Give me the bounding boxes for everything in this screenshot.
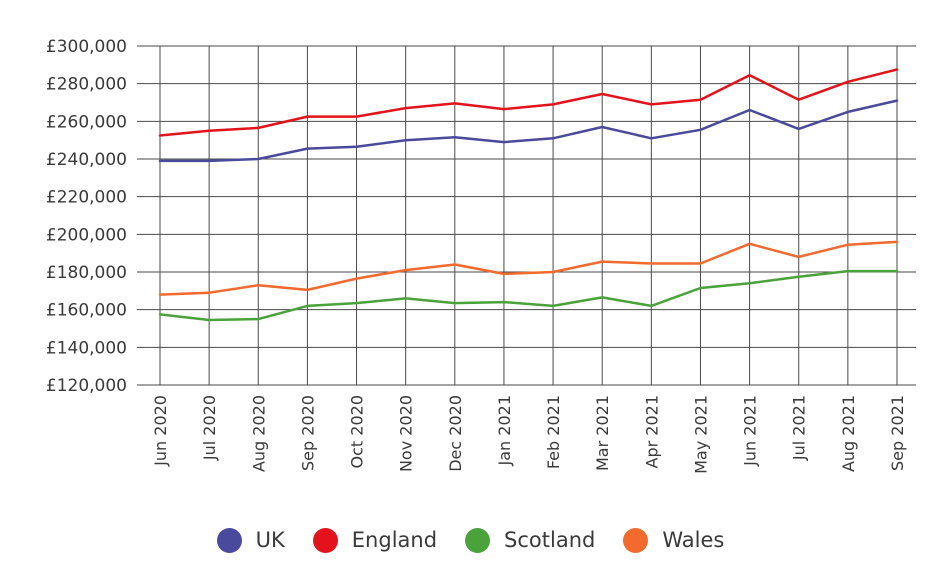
x-tick-label: Apr 2021 (642, 395, 661, 468)
series-line-scotland (158, 269, 899, 322)
legend-item-wales[interactable]: Wales (623, 527, 725, 553)
series-lines (158, 68, 899, 322)
x-tick-label: Sep 2021 (888, 395, 907, 471)
x-tick-label: Jun 2021 (741, 395, 760, 467)
y-tick-label: £120,000 (46, 376, 127, 396)
x-tick-label: Sep 2020 (298, 395, 317, 471)
legend-label-uk: UK (255, 528, 285, 552)
y-tick-label: £200,000 (46, 225, 127, 245)
legend-label-england: England (351, 528, 438, 552)
y-tick-label: £240,000 (46, 150, 127, 170)
legend-item-scotland[interactable]: Scotland (465, 527, 596, 553)
legend-swatch-uk (216, 527, 242, 553)
legend-label-scotland: Scotland (504, 528, 596, 552)
legend-item-england[interactable]: England (312, 527, 438, 553)
y-tick-label: £300,000 (46, 37, 127, 57)
x-tick-label: Mar 2021 (593, 395, 612, 471)
line-chart: £120,000 £140,000 £160,000 £180,000 £200,000… (46, 37, 916, 474)
x-tick-label: Nov 2020 (397, 395, 416, 472)
x-tick-label: Jul 2021 (790, 395, 809, 461)
series-line-uk (158, 99, 899, 163)
x-tick-label: Jun 2020 (151, 395, 170, 467)
x-tick-label: Jan 2021 (495, 395, 514, 466)
legend-swatch-wales (623, 527, 649, 553)
series-line-wales (158, 240, 899, 296)
grid (137, 45, 916, 386)
y-tick-label: £280,000 (46, 75, 127, 95)
y-tick-label: £140,000 (46, 338, 127, 358)
x-tick-label: Jul 2020 (200, 395, 219, 461)
x-tick-label: Oct 2020 (348, 395, 367, 468)
y-axis-tick-labels: £120,000 £140,000 £160,000 £180,000 £200,000… (46, 37, 127, 396)
legend-swatch-england (312, 527, 338, 553)
y-tick-label: £260,000 (46, 112, 127, 132)
y-tick-label: £160,000 (46, 301, 127, 321)
y-tick-label: £180,000 (46, 263, 127, 283)
series-line-england (158, 68, 899, 137)
x-tick-label: Aug 2020 (249, 395, 268, 472)
y-tick-label: £220,000 (46, 188, 127, 208)
x-axis-tick-labels: Jun 2020 Jul 2020 Aug 2020 Sep 2020 Oct 2020… (151, 395, 907, 474)
legend-label-wales: Wales (662, 528, 725, 552)
legend-item-uk[interactable]: UK (216, 527, 285, 553)
x-tick-label: Dec 2020 (446, 395, 465, 472)
x-tick-label: Feb 2021 (544, 395, 563, 469)
x-tick-label: May 2021 (691, 395, 710, 474)
legend-swatch-scotland (465, 527, 491, 553)
legend: UK England Scotland Wales (0, 520, 941, 560)
x-tick-label: Aug 2021 (839, 395, 858, 472)
